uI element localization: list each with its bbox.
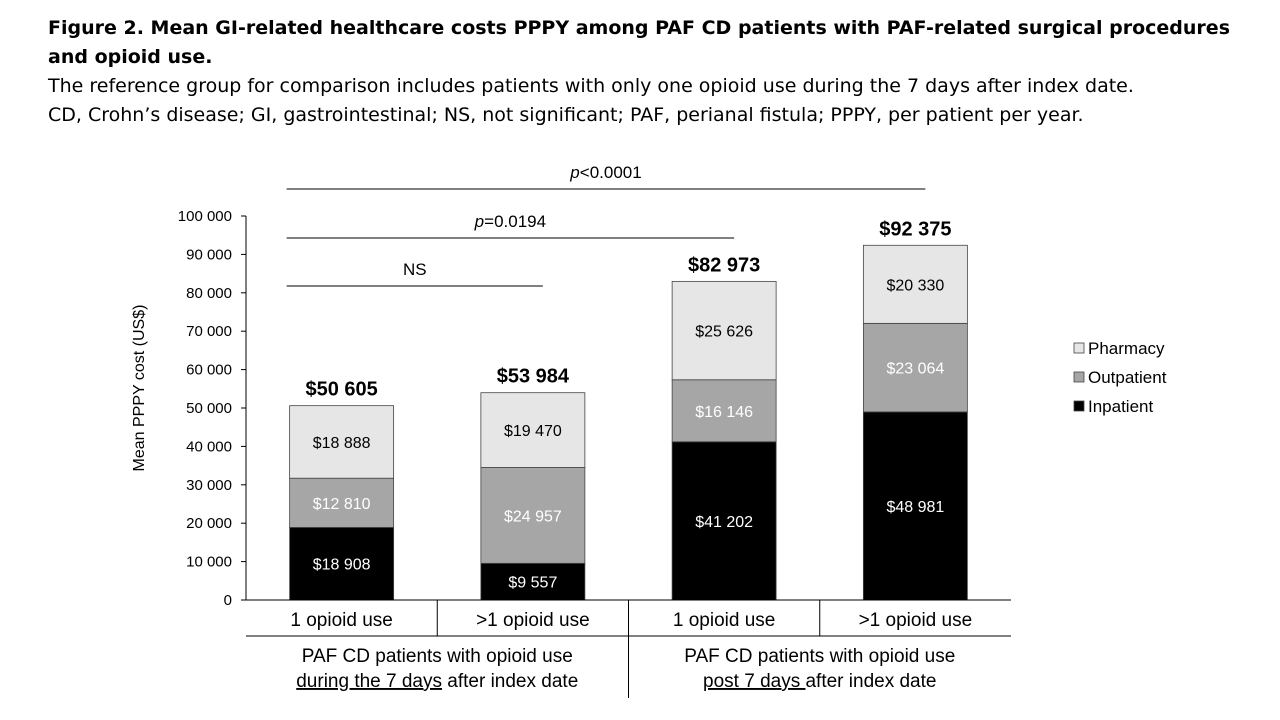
data-label-pharmacy: $25 626 (695, 324, 753, 341)
y-tick-label: 20 000 (186, 515, 232, 532)
x-tick-label: >1 opioid use (859, 610, 973, 631)
significance-value: =0.0194 (484, 212, 546, 231)
group-label-line2: during the 7 days after index date (296, 671, 578, 692)
data-label-outpatient: $16 146 (695, 404, 753, 421)
bar-segment-outpatient (289, 477, 395, 528)
significance-label: NS (403, 260, 427, 279)
data-label-inpatient: $18 908 (313, 557, 371, 574)
group-label-rest: after index date (442, 671, 578, 692)
bar-segment-inpatient (480, 562, 586, 601)
x-tick-label: 1 opioid use (673, 610, 775, 631)
bar-segment-pharmacy (289, 405, 395, 479)
x-tick-label: >1 opioid use (476, 610, 590, 631)
total-label: $53 984 (497, 366, 570, 388)
bar-segment-pharmacy (671, 280, 777, 381)
group-label-line2: post 7 days after index date (703, 671, 936, 692)
y-tick-label: 30 000 (186, 477, 232, 494)
legend-label-inpatient: Inpatient (1088, 397, 1153, 416)
bar-segment-outpatient (862, 322, 968, 413)
x-tick-label: 1 opioid use (290, 610, 392, 631)
data-label-pharmacy: $18 888 (313, 435, 371, 452)
group-label-rest: after index date (805, 671, 936, 692)
y-tick-label: 50 000 (186, 400, 232, 417)
bar-segment-outpatient (480, 467, 586, 564)
data-label-pharmacy: $19 470 (504, 423, 562, 440)
y-tick-label: 60 000 (186, 362, 232, 379)
significance-value: NS (403, 260, 427, 279)
data-label-outpatient: $12 810 (313, 496, 371, 513)
significance-value: <0.0001 (580, 163, 642, 182)
group-label-emphasis: post 7 days (703, 671, 805, 692)
y-tick-label: 70 000 (186, 323, 232, 340)
figure-title: Figure 2. Mean GI-related healthcare cos… (48, 17, 1230, 68)
group-label-emphasis: during the 7 days (296, 671, 442, 692)
bar-segment-inpatient (862, 411, 968, 601)
bar-segment-pharmacy (862, 244, 968, 324)
y-tick-label: 40 000 (186, 438, 232, 455)
bar-segment-inpatient (671, 441, 777, 601)
legend-swatch-pharmacy (1073, 342, 1085, 354)
total-label: $50 605 (305, 379, 377, 401)
data-label-outpatient: $23 064 (886, 361, 944, 378)
legend-swatch-outpatient (1073, 371, 1085, 383)
y-tick-label: 10 000 (186, 554, 232, 571)
significance-label: p=0.0194 (474, 212, 546, 231)
total-label: $82 973 (688, 254, 760, 276)
data-label-pharmacy: $20 330 (886, 277, 944, 294)
figure-caption: Figure 2. Mean GI-related healthcare cos… (48, 14, 1248, 130)
p-symbol: p (569, 163, 579, 182)
legend-label-outpatient: Outpatient (1088, 368, 1167, 387)
bar-segment-pharmacy (480, 392, 586, 468)
total-label: $92 375 (879, 218, 951, 240)
y-tick-label: 0 (224, 592, 232, 609)
group-label-line1: PAF CD patients with opioid use (302, 646, 573, 667)
group-label-line1: PAF CD patients with opioid use (684, 646, 955, 667)
data-label-inpatient: $9 557 (508, 575, 557, 592)
y-tick-label: 80 000 (186, 285, 232, 302)
bar-segment-outpatient (671, 379, 777, 443)
data-label-inpatient: $48 981 (886, 499, 944, 516)
p-symbol: p (474, 212, 484, 231)
legend-label-pharmacy: Pharmacy (1088, 339, 1165, 358)
caption-reference-note: The reference group for comparison inclu… (48, 75, 1134, 97)
y-axis-label: Mean PPPY cost (US$) (131, 305, 148, 472)
significance-label: p<0.0001 (569, 163, 641, 182)
data-label-outpatient: $24 957 (504, 508, 562, 525)
caption-abbreviations: CD, Crohn’s disease; GI, gastrointestina… (48, 104, 1084, 126)
data-label-inpatient: $41 202 (695, 514, 753, 531)
y-tick-label: 100 000 (178, 208, 232, 225)
y-tick-label: 90 000 (186, 246, 232, 263)
legend-swatch-inpatient (1073, 400, 1085, 412)
